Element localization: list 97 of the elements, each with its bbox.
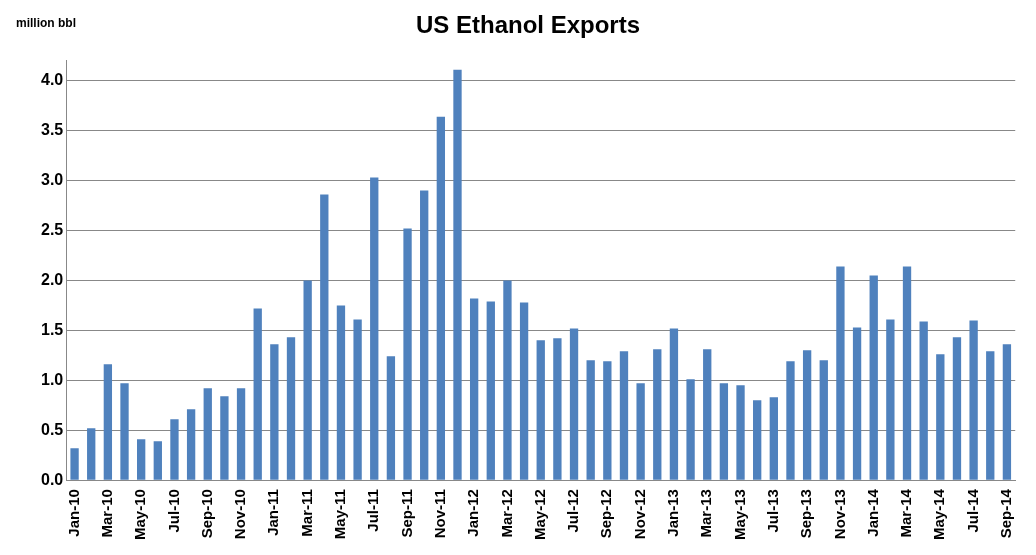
- bar: [619, 351, 629, 480]
- bar: [653, 349, 662, 480]
- bar: [486, 301, 495, 480]
- x-tick-label: Mar-14: [897, 488, 915, 538]
- bar: [836, 266, 845, 480]
- bar: [603, 361, 612, 480]
- bar: [203, 388, 212, 480]
- bar: [403, 228, 412, 480]
- x-tick-label: Nov-12: [630, 489, 648, 540]
- x-tick-label: May-13: [730, 489, 748, 540]
- x-tick-label: Sep-13: [797, 489, 815, 539]
- bar: [786, 361, 795, 480]
- bar: [686, 379, 695, 480]
- bar: [703, 349, 712, 480]
- y-axis-title: million bbl: [16, 16, 76, 31]
- x-tick-label: Jul-13: [763, 489, 781, 533]
- x-tick-label: Sep-12: [597, 489, 615, 539]
- bar: [336, 305, 346, 480]
- x-tick-label: Jul-12: [564, 489, 582, 533]
- x-tick-label: Sep-14: [997, 488, 1015, 539]
- x-tick-label: Sep-11: [397, 489, 415, 538]
- x-tick-label: Mar-12: [497, 489, 515, 538]
- x-tick-label: Jan-14: [863, 488, 881, 537]
- bar: [802, 350, 812, 480]
- x-tick-label: Nov-10: [231, 489, 249, 540]
- x-tick-label: May-14: [930, 488, 948, 540]
- bar: [869, 275, 878, 480]
- bar: [220, 396, 229, 480]
- bar: [353, 319, 362, 480]
- x-tick-label: May-12: [530, 489, 548, 540]
- x-tick-label: Nov-11: [430, 489, 448, 539]
- bar: [236, 388, 246, 480]
- x-tick-label: Jul-10: [164, 489, 182, 533]
- y-tick-label: 1.5: [40, 320, 64, 338]
- bar: [736, 385, 745, 480]
- bar: [503, 280, 512, 480]
- y-tick-label: 4.0: [40, 71, 64, 89]
- bar: [769, 397, 778, 480]
- bar: [303, 280, 312, 480]
- bar: [852, 327, 862, 480]
- bar: [669, 328, 679, 480]
- x-tick-label: Jan-13: [664, 489, 682, 537]
- bar: [70, 448, 79, 480]
- x-tick-label: Jan-12: [464, 489, 482, 537]
- bar: [986, 351, 995, 480]
- bar: [320, 194, 329, 480]
- bar: [286, 337, 296, 480]
- y-tick-label: 2.5: [40, 220, 64, 238]
- x-tick-label: Jul-14: [963, 488, 981, 533]
- y-tick-label: 3.5: [40, 121, 64, 139]
- y-tick-label: 2.0: [40, 270, 64, 288]
- bar: [952, 337, 962, 480]
- x-tick-label: May-10: [131, 489, 149, 540]
- y-tick-label: 1.0: [40, 370, 64, 388]
- x-tick-label: Mar-13: [697, 489, 715, 538]
- x-tick-label: Jan-11: [264, 489, 282, 536]
- bar: [386, 356, 396, 480]
- bar: [936, 354, 945, 480]
- bar: [719, 383, 729, 480]
- bar: [103, 364, 113, 480]
- x-tick-label: May-11: [331, 489, 349, 540]
- bar: [137, 439, 146, 480]
- bar: [469, 298, 479, 480]
- bar: [902, 266, 912, 480]
- bar: [886, 319, 895, 480]
- bar: [1002, 344, 1012, 480]
- bar: [636, 383, 645, 480]
- bar: [253, 308, 262, 480]
- bar: [420, 190, 429, 480]
- bar: [453, 69, 462, 480]
- x-tick-label: Sep-10: [197, 489, 215, 539]
- bar: [553, 338, 562, 480]
- bar: [586, 360, 595, 480]
- bar: [753, 400, 762, 480]
- bar: [270, 344, 279, 480]
- bar: [519, 302, 529, 480]
- x-tick-label: Mar-11: [297, 489, 315, 537]
- bar: [819, 360, 828, 480]
- bar: [87, 428, 96, 480]
- x-tick-label: Nov-13: [830, 489, 848, 540]
- chart-title: US Ethanol Exports: [415, 11, 641, 39]
- bar: [536, 340, 545, 480]
- bar: [919, 321, 928, 480]
- bar: [186, 409, 196, 480]
- y-tick-label: 0.0: [40, 470, 64, 488]
- x-tick-label: Jan-10: [64, 489, 82, 537]
- bar: [569, 328, 579, 480]
- bar: [170, 419, 179, 480]
- bar: [969, 320, 978, 480]
- bar: [370, 177, 379, 480]
- y-tick-label: 0.5: [40, 420, 64, 438]
- x-tick-label: Jul-11: [364, 489, 382, 532]
- y-tick-label: 3.0: [40, 171, 64, 189]
- bar: [120, 383, 129, 480]
- x-tick-label: Mar-10: [98, 489, 116, 538]
- bar: [153, 441, 162, 480]
- bar: [436, 116, 446, 480]
